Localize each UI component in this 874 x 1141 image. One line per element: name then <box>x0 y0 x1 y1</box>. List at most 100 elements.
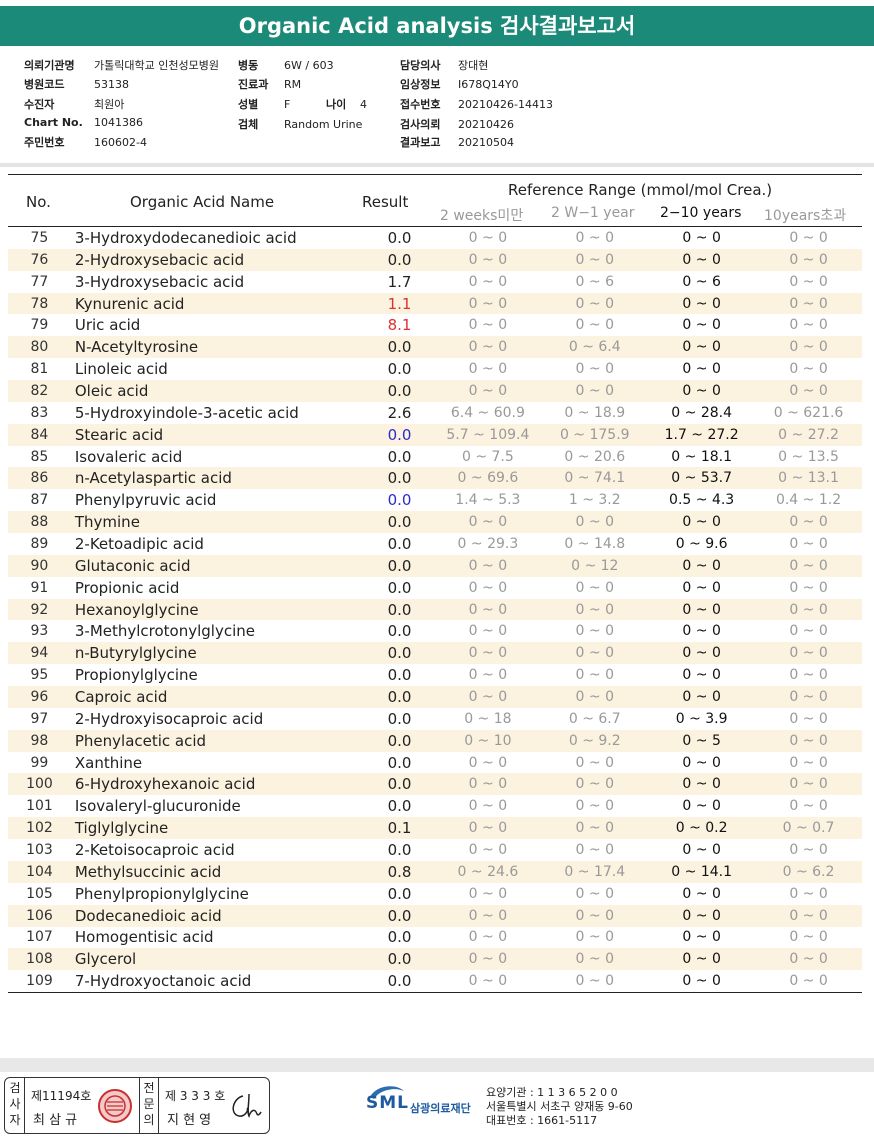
row-acid-name: Xanthine <box>70 751 365 774</box>
row-ref-under-2-weeks: 0 ~ 0 <box>434 904 542 927</box>
row-ref-over-10y: 0 ~ 0 <box>755 620 862 643</box>
row-ref-under-2-weeks: 0 ~ 0 <box>434 817 542 840</box>
row-no: 75 <box>8 227 71 249</box>
row-ref-2-10y: 0.5 ~ 4.3 <box>648 489 756 512</box>
info-ward: 병동 6W / 603 <box>238 59 334 72</box>
row-ref-over-10y: 0 ~ 0 <box>755 292 862 315</box>
row-ref-2w-1y: 0 ~ 0 <box>541 773 649 796</box>
row-ref-over-10y: 0 ~ 0 <box>755 314 862 337</box>
row-ref-2w-1y: 0 ~ 0 <box>541 926 649 949</box>
row-no: 87 <box>8 489 71 512</box>
row-ref-2w-1y: 0 ~ 74.1 <box>541 467 649 490</box>
stamp-right-no: 제 3 3 3 호 <box>165 1089 226 1103</box>
row-no: 107 <box>8 926 71 949</box>
header-name: Organic Acid Name <box>130 193 275 211</box>
row-result: 0.8 <box>364 860 435 883</box>
row-acid-name: Homogentisic acid <box>70 926 365 949</box>
org-address-line: 요양기관 : 1 1 3 6 5 2 0 0 <box>486 1086 618 1099</box>
org-address: 요양기관 : 1 1 3 6 5 2 0 0 서울특별시 서초구 양재동 9-6… <box>486 1086 633 1128</box>
row-ref-2w-1y: 0 ~ 0 <box>541 511 649 534</box>
row-ref-2-10y: 0 ~ 14.1 <box>648 860 756 883</box>
row-ref-over-10y: 0 ~ 0 <box>755 380 862 402</box>
row-no: 104 <box>8 860 71 883</box>
row-ref-over-10y: 0 ~ 13.5 <box>755 445 862 468</box>
row-ref-over-10y: 0 ~ 0 <box>755 948 862 971</box>
row-ref-under-2-weeks: 0 ~ 0 <box>434 970 542 993</box>
row-ref-over-10y: 0 ~ 0 <box>755 270 862 293</box>
row-acid-name: Isovaleric acid <box>70 445 365 468</box>
row-acid-name: n-Butyrylglycine <box>70 642 365 665</box>
row-result: 0.0 <box>364 751 435 774</box>
row-ref-under-2-weeks: 0 ~ 0 <box>434 358 542 381</box>
row-ref-under-2-weeks: 0 ~ 7.5 <box>434 445 542 468</box>
row-result: 0.0 <box>364 554 435 577</box>
info-chart-no: Chart No. 1041386 <box>24 116 143 129</box>
row-result: 0.0 <box>364 707 435 730</box>
row-ref-2-10y: 0 ~ 0 <box>648 642 756 665</box>
row-acid-name: Glycerol <box>70 948 365 971</box>
row-ref-2-10y: 0 ~ 0 <box>648 882 756 905</box>
row-acid-name: Glutaconic acid <box>70 554 365 577</box>
row-ref-2w-1y: 0 ~ 9.2 <box>541 729 649 752</box>
table-row: 89 2-Ketoadipic acid 0.0 0 ~ 29.3 0 ~ 14.8 0 … <box>8 533 862 555</box>
row-ref-under-2-weeks: 0 ~ 0 <box>434 270 542 293</box>
row-ref-under-2-weeks: 0 ~ 69.6 <box>434 467 542 490</box>
row-result: 0.0 <box>364 227 435 249</box>
info-specimen: 검체 Random Urine <box>238 118 363 131</box>
row-ref-under-2-weeks: 0 ~ 0 <box>434 380 542 402</box>
row-result: 2.6 <box>364 401 435 424</box>
row-ref-over-10y: 0 ~ 0 <box>755 248 862 271</box>
row-ref-under-2-weeks: 0 ~ 0 <box>434 948 542 971</box>
row-ref-2w-1y: 0 ~ 0 <box>541 948 649 971</box>
row-ref-2w-1y: 0 ~ 0 <box>541 248 649 271</box>
row-ref-2-10y: 0 ~ 0 <box>648 970 756 993</box>
row-no: 96 <box>8 686 71 708</box>
row-ref-under-2-weeks: 0 ~ 0 <box>434 686 542 708</box>
org-name: 삼광의료재단 <box>410 1102 471 1115</box>
row-no: 97 <box>8 707 71 730</box>
row-result: 0.0 <box>364 598 435 621</box>
stamp-left-name: 최 삼 규 <box>33 1113 78 1128</box>
row-ref-2w-1y: 0 ~ 12 <box>541 554 649 577</box>
table-row: 104 Methylsuccinic acid 0.8 0 ~ 24.6 0 ~ 17.… <box>8 860 862 883</box>
row-result: 1.7 <box>364 270 435 293</box>
row-no: 95 <box>8 664 71 687</box>
row-ref-under-2-weeks: 0 ~ 0 <box>434 839 542 861</box>
row-ref-over-10y: 0 ~ 0 <box>755 576 862 599</box>
row-no: 93 <box>8 620 71 643</box>
row-ref-over-10y: 0 ~ 0 <box>755 336 862 359</box>
row-ref-2w-1y: 0 ~ 20.6 <box>541 445 649 468</box>
row-ref-2-10y: 0 ~ 0 <box>648 948 756 971</box>
row-acid-name: N-Acetyltyrosine <box>70 336 365 359</box>
row-ref-over-10y: 0 ~ 621.6 <box>755 401 862 424</box>
row-ref-2-10y: 0 ~ 0.2 <box>648 817 756 840</box>
row-ref-2w-1y: 0 ~ 0 <box>541 686 649 708</box>
row-ref-over-10y: 0 ~ 0 <box>755 598 862 621</box>
row-result: 0.0 <box>364 970 435 993</box>
row-ref-2-10y: 0 ~ 18.1 <box>648 445 756 468</box>
row-result: 0.0 <box>364 358 435 381</box>
row-ref-under-2-weeks: 0 ~ 0 <box>434 292 542 315</box>
row-acid-name: Isovaleryl-glucuronide <box>70 795 365 818</box>
row-acid-name: 2-Hydroxysebacic acid <box>70 248 365 271</box>
row-acid-name: Phenylpyruvic acid <box>70 489 365 512</box>
row-acid-name: Thymine <box>70 511 365 534</box>
row-ref-2-10y: 0 ~ 0 <box>648 598 756 621</box>
row-result: 0.0 <box>364 839 435 861</box>
row-acid-name: 2-Hydroxyisocaproic acid <box>70 707 365 730</box>
row-ref-over-10y: 0.4 ~ 1.2 <box>755 489 862 512</box>
row-no: 109 <box>8 970 71 993</box>
row-ref-under-2-weeks: 6.4 ~ 60.9 <box>434 401 542 424</box>
